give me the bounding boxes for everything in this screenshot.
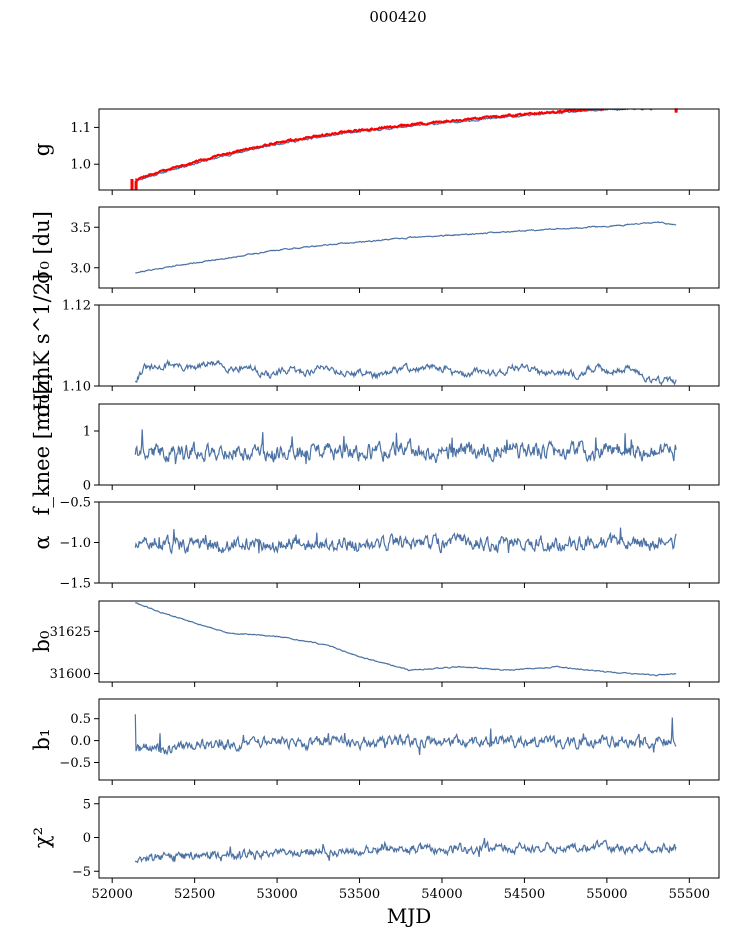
axes-frame [98,108,720,191]
xtick-label: 55000 [586,887,627,902]
axes-frame [98,600,720,683]
ytick-label: 31600 [50,667,91,682]
series-line [134,527,677,555]
figure-title: 000420 [369,8,426,26]
panel-8: −5 0 5 52000 52500 53000 53500 54000 54500 55000 5… [30,796,720,928]
panel-2: 3.0 3.5 σ₀ [du] [30,206,720,293]
series-line [134,838,677,864]
ytick-label: −1.0 [59,536,91,551]
ytick-label: 3.0 [70,261,91,276]
ytick-label: 1.0 [70,158,91,173]
panel-1: 1.0 1.1 g [30,108,720,195]
panel-4: 0 1 f_knee [mHz] [30,374,720,516]
ytick-label: −0.5 [59,496,91,511]
subplot-stack: 1.0 1.1 g 3.0 3.5 σ₀ [du] 1.10 1.12 σ₀[mK s^1/2]… [30,108,720,928]
series-line [134,714,677,756]
xlabel: MJD [387,904,432,928]
ytick-label: 1 [83,425,91,440]
series-line [135,602,677,677]
ytick-label: 0 [83,831,91,846]
ylabel: α [30,535,54,549]
panel-7: −0.5 0.0 0.5 b₁ [30,698,720,785]
xtick-label: 52500 [174,887,215,902]
series-line [134,429,677,465]
panel-5: −1.5 −1.0 −0.5 α [30,496,720,592]
axes-frame [98,304,720,387]
ytick-label: 1.12 [62,299,91,314]
overlay-line [134,109,659,181]
ytick-label: −0.5 [59,756,91,771]
xtick-label: 54500 [504,887,545,902]
ytick-label: 1.1 [70,121,91,136]
xtick-label: 54000 [421,887,462,902]
ylabel: χ² [30,827,54,848]
ytick-label: 1.10 [62,380,91,395]
series-line [135,221,677,274]
ylabel: σ₀ [du] [30,211,54,284]
ylabel: f_knee [mHz] [30,374,54,516]
xtick-label: 53000 [256,887,297,902]
ytick-label: 0.5 [70,712,91,727]
ytick-label: 31625 [50,625,91,640]
axes-frame [98,796,720,879]
axes-frame [98,403,720,486]
ylabel: b₀ [30,631,54,653]
ylabel: σ₀[mK s^1/2] [30,274,54,418]
ytick-label: 3.5 [70,221,91,236]
ytick-label: 0 [83,479,91,494]
series-line [134,358,677,386]
axes-frame [98,206,720,289]
ytick-label: −1.5 [59,577,91,592]
xtick-label: 55500 [669,887,710,902]
ytick-label: 0.0 [70,734,91,749]
xtick-label: 52000 [92,887,133,902]
ylabel: g [30,143,54,156]
xtick-label: 53500 [339,887,380,902]
ylabel: b₁ [30,729,54,751]
axes-frame [98,698,720,781]
panel-3: 1.10 1.12 σ₀[mK s^1/2] [30,274,720,418]
ytick-label: 5 [83,797,91,812]
ytick-label: −5 [72,865,91,880]
series-line [135,109,676,182]
